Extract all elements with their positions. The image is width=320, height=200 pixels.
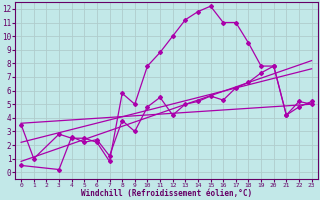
X-axis label: Windchill (Refroidissement éolien,°C): Windchill (Refroidissement éolien,°C) (81, 189, 252, 198)
